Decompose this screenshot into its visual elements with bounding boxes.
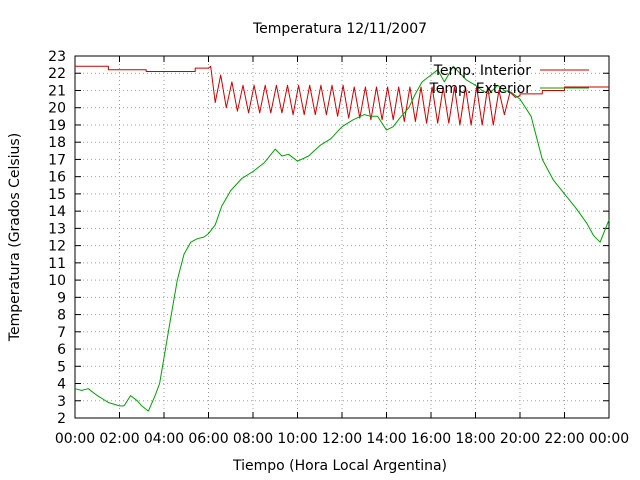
x-tick-label: 18:00 — [455, 431, 495, 447]
chart-title: Temperatura 12/11/2007 — [252, 21, 427, 37]
y-tick-label: 6 — [57, 342, 66, 358]
y-tick-label: 9 — [57, 290, 66, 306]
y-tick-label: 2 — [57, 411, 66, 427]
y-tick-label: 5 — [57, 359, 66, 375]
y-tick-label: 12 — [48, 239, 66, 255]
y-tick-label: 15 — [48, 187, 66, 203]
x-tick-label: 10:00 — [277, 431, 317, 447]
y-tick-label: 4 — [57, 377, 66, 393]
x-axis-label: Tiempo (Hora Local Argentina) — [232, 458, 447, 474]
x-tick-label: 14:00 — [366, 431, 406, 447]
y-tick-label: 17 — [48, 152, 66, 168]
x-tick-label: 02:00 — [99, 431, 139, 447]
y-tick-label: 20 — [48, 101, 66, 117]
y-tick-label: 8 — [57, 308, 66, 324]
x-tick-label: 08:00 — [233, 431, 273, 447]
x-tick-label: 20:00 — [500, 431, 540, 447]
y-tick-label: 11 — [48, 256, 66, 272]
x-tick-label: 00:00 — [55, 431, 95, 447]
y-tick-label: 13 — [48, 221, 66, 237]
y-tick-label: 22 — [48, 66, 66, 82]
x-tick-label: 00:00 — [589, 431, 629, 447]
y-tick-label: 14 — [48, 204, 66, 220]
x-axis-tick-labels: 00:00 02:00 04:00 06:00 08:00 10:00 12:00 14:00… — [55, 431, 629, 447]
x-tick-label: 06:00 — [188, 431, 228, 447]
series-line-temp-exterior — [74, 65, 610, 412]
x-tick-label: 22:00 — [544, 431, 584, 447]
y-tick-label: 3 — [57, 394, 66, 410]
y-tick-label: 19 — [48, 118, 66, 134]
x-tick-label: 16:00 — [411, 431, 451, 447]
y-tick-label: 18 — [48, 135, 66, 151]
y-tick-label: 23 — [48, 49, 66, 65]
legend: Temp. Interior Temp. Exterior — [429, 63, 589, 97]
series-lines — [74, 65, 610, 412]
y-tick-label: 7 — [57, 325, 66, 341]
y-axis-label: Temperatura (Grados Celsius) — [7, 133, 23, 342]
legend-label: Temp. Exterior — [429, 81, 532, 97]
y-tick-label: 16 — [48, 170, 66, 186]
y-tick-label: 10 — [48, 273, 66, 289]
grid — [75, 56, 609, 418]
series-line-temp-interior — [75, 65, 609, 126]
y-tick-label: 21 — [48, 83, 66, 99]
x-tick-label: 12:00 — [322, 431, 362, 447]
x-tick-label: 04:00 — [144, 431, 184, 447]
axis-ticks — [74, 55, 610, 419]
legend-label: Temp. Interior — [433, 63, 532, 79]
